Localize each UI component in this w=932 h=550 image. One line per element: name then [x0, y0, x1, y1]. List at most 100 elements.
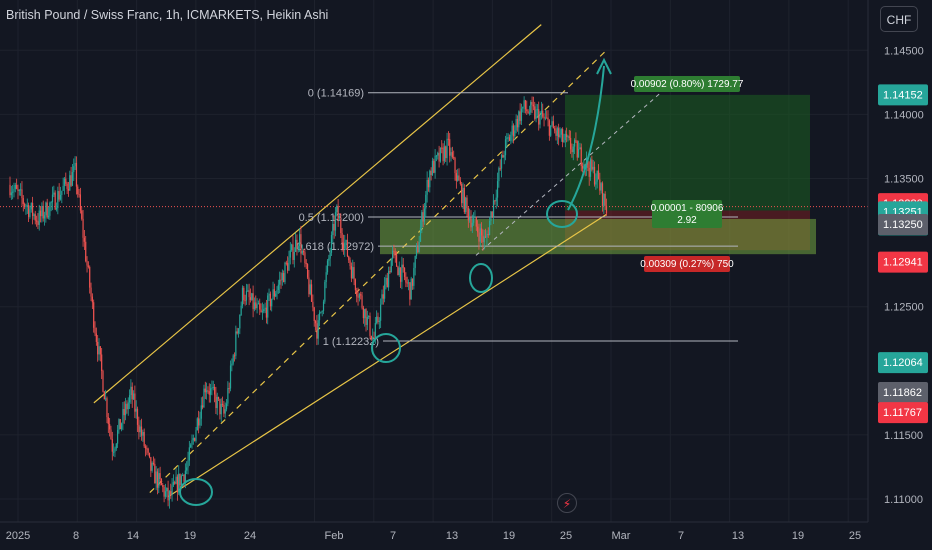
candle-body [263, 309, 265, 312]
candle-body [77, 186, 79, 195]
candle-body [187, 460, 189, 468]
candle-body [130, 386, 132, 396]
candle-body [293, 251, 295, 260]
entry-label: 0.00001 - 80906 [651, 203, 724, 214]
candle-body [422, 212, 424, 222]
candle-body [499, 168, 501, 170]
currency-button[interactable]: CHF [880, 6, 918, 32]
candle-body [43, 215, 46, 219]
candle-body [61, 190, 63, 195]
candle-body [156, 471, 159, 488]
candle-body [297, 246, 299, 249]
candle-body [111, 439, 113, 452]
candle-body [196, 418, 198, 431]
x-tick-label: 19 [184, 530, 196, 542]
candle-body [433, 160, 435, 173]
candle-body [284, 262, 286, 283]
candle-body [95, 333, 97, 342]
candle-body [550, 125, 552, 136]
candle-body [67, 188, 70, 191]
candle-body [78, 194, 80, 196]
candle-body [138, 424, 140, 433]
candle-body [473, 218, 475, 223]
candle-body [526, 109, 528, 112]
candle-body [465, 197, 467, 213]
candle-body [413, 267, 415, 286]
price-label-box [878, 251, 928, 273]
candle-body [318, 312, 321, 321]
candle-body [292, 244, 294, 260]
candle-body [206, 390, 208, 393]
candle-body [397, 266, 399, 276]
candle-body [211, 387, 213, 389]
target-arrow-head [596, 57, 612, 75]
candle-body [453, 157, 455, 159]
x-tick-label: 25 [560, 530, 572, 542]
candle-body [277, 284, 279, 291]
candle-body [268, 293, 270, 296]
candle-body [340, 219, 342, 234]
price-channel [93, 24, 663, 497]
candle-body [457, 175, 459, 181]
x-tick-label: Feb [325, 530, 344, 542]
candle-body [200, 405, 202, 419]
candle-body [357, 296, 359, 298]
candle-body [573, 140, 576, 147]
x-tick-label: 25 [849, 530, 861, 542]
candle-body [87, 265, 89, 267]
candle-body [51, 194, 54, 203]
candle-body [209, 388, 212, 395]
candle-body [364, 309, 366, 319]
channel-mid-line [149, 49, 607, 494]
candle-body [155, 471, 157, 484]
candle-body [348, 256, 350, 261]
x-tick-label: Mar [612, 530, 631, 542]
candle-body [195, 430, 197, 441]
candle-body [13, 188, 15, 192]
candle-body [170, 491, 172, 496]
candle-body [516, 118, 519, 128]
fib-level-label: 0 (1.14169) [308, 88, 364, 100]
annotations: 0.00902 (0.80%) 1729.77 0.00001 - 809062.… [179, 57, 744, 506]
candle-body [427, 179, 430, 188]
candle-body [345, 240, 347, 243]
candle-body [142, 432, 144, 436]
candle-body [57, 191, 59, 209]
x-tick-label: 19 [792, 530, 804, 542]
candle-body [390, 258, 392, 273]
candle-body [366, 316, 368, 325]
candle-body [98, 346, 100, 355]
candle-body [475, 216, 477, 227]
candle-body [172, 482, 175, 486]
candle-body [441, 147, 443, 149]
lightning-icon[interactable]: ⚡ [557, 493, 577, 513]
fib-level-label: 0.5 (1.13200) [299, 212, 364, 224]
candles [9, 96, 608, 509]
candle-body [426, 179, 428, 195]
candle-body [304, 252, 306, 264]
candle-body [89, 266, 91, 288]
candle-body [414, 255, 416, 268]
candle-body [415, 246, 418, 256]
stop-label-box [644, 256, 730, 272]
candle-body [280, 279, 282, 281]
candle-body [126, 403, 128, 410]
candle-body [273, 289, 275, 297]
candle-body [146, 448, 148, 450]
candle-body [470, 217, 472, 228]
candle-body [216, 396, 218, 409]
candle-body [139, 426, 141, 433]
candle-body [556, 128, 558, 136]
candle-body [132, 393, 135, 400]
candle-body [152, 462, 155, 465]
candle-body [338, 219, 341, 221]
candle-body [300, 234, 302, 254]
candle-body [491, 211, 493, 217]
candle-body [58, 191, 60, 200]
candle-body [128, 395, 131, 403]
candle-body [140, 426, 143, 436]
candle-body [122, 408, 124, 424]
